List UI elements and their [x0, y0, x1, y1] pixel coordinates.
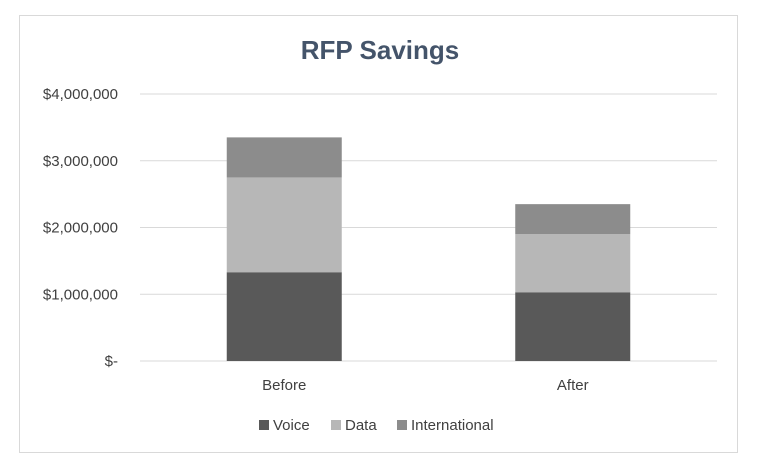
y-axis-tick-labels: $- $1,000,000 $2,000,000 $3,000,000 $4,000,0…: [43, 86, 118, 370]
legend-swatch: [331, 420, 341, 430]
legend-label: International: [411, 417, 494, 434]
chart-title: RFP Savings: [301, 35, 459, 65]
y-tick-label: $4,000,000: [43, 86, 118, 103]
legend: Voice Data International: [259, 417, 494, 434]
legend-label: Voice: [273, 417, 310, 434]
legend-swatch: [259, 420, 269, 430]
y-tick-label: $3,000,000: [43, 153, 118, 170]
y-tick-label: $1,000,000: [43, 286, 118, 303]
y-tick-label: $-: [105, 353, 118, 370]
legend-swatch: [397, 420, 407, 430]
bar-data-before: [226, 177, 342, 273]
bar-voice-before: [226, 272, 342, 361]
x-axis-category-labels: Before After: [262, 377, 588, 394]
x-category-label: Before: [262, 377, 306, 394]
y-tick-label: $2,000,000: [43, 220, 118, 237]
legend-label: Data: [345, 417, 377, 434]
x-category-label: After: [557, 377, 589, 394]
bar-voice-after: [515, 292, 631, 361]
bar-international-after: [515, 204, 631, 235]
bar-international-before: [226, 137, 342, 178]
bar-data-after: [515, 234, 631, 293]
bars: [226, 137, 631, 361]
gridlines: [140, 93, 717, 362]
